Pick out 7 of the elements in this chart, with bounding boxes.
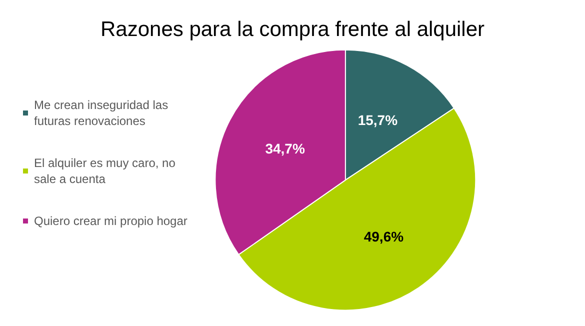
data-label: 15,7%	[358, 112, 398, 128]
data-label: 49,6%	[364, 228, 404, 244]
data-label: 34,7%	[265, 140, 306, 157]
legend-label: Me crean inseguridad las futuras renovaciones	[34, 98, 172, 128]
legend-label: El alquiler es muy caro, no sale a cuenta	[34, 156, 179, 186]
legend-label: Quiero crear mi propio hogar	[34, 214, 188, 228]
chart-title: Razones para la compra frente al alquiler	[100, 18, 485, 41]
